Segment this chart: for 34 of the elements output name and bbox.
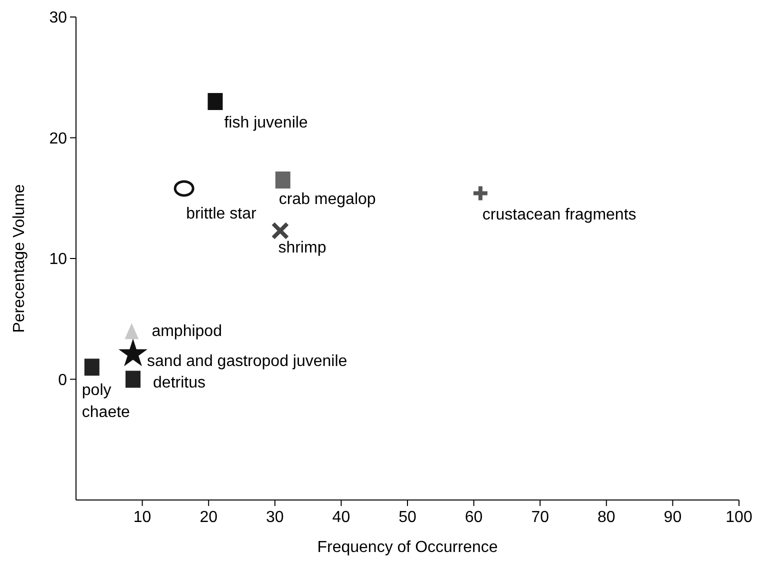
x-tick-label: 50 [398, 509, 416, 526]
y-tick-label: 10 [49, 251, 68, 268]
series-label: shrimp [278, 240, 326, 257]
point [118, 338, 148, 366]
series-label: crab megalop [278, 191, 376, 208]
x-tick-label: 90 [664, 509, 682, 526]
x-tick-label: 70 [531, 509, 550, 526]
series-label: detritus [153, 374, 206, 392]
series-label: brittle star [186, 205, 257, 222]
y-tick-label: 0 [58, 372, 68, 389]
y-axis-title: Perecentage Volume [11, 184, 28, 333]
y-tick-label: 20 [49, 130, 68, 148]
x-tick-label: 30 [266, 509, 284, 526]
y-tick-label: 30 [49, 10, 68, 27]
point [126, 370, 141, 388]
point [124, 323, 139, 340]
point [208, 93, 223, 110]
point [275, 172, 290, 189]
series-label: fish juvenile [224, 114, 308, 132]
x-tick-label: 60 [464, 509, 483, 526]
series-label: sand and gastropod juvenile [147, 352, 348, 370]
series-label: crustacean fragments [482, 206, 636, 224]
point [471, 184, 490, 202]
series-label: amphipod [152, 323, 222, 340]
x-tick-label: 80 [598, 509, 616, 526]
x-tick-label: 100 [726, 509, 752, 526]
x-tick-label: 40 [332, 509, 350, 526]
point [174, 180, 194, 197]
series-label: poly chaete [82, 382, 130, 422]
point [271, 222, 290, 240]
point [84, 358, 100, 376]
x-tick-label: 20 [200, 509, 218, 526]
x-axis-title: Frequency of Occurrence [317, 539, 498, 556]
x-tick-label: 10 [133, 509, 152, 526]
